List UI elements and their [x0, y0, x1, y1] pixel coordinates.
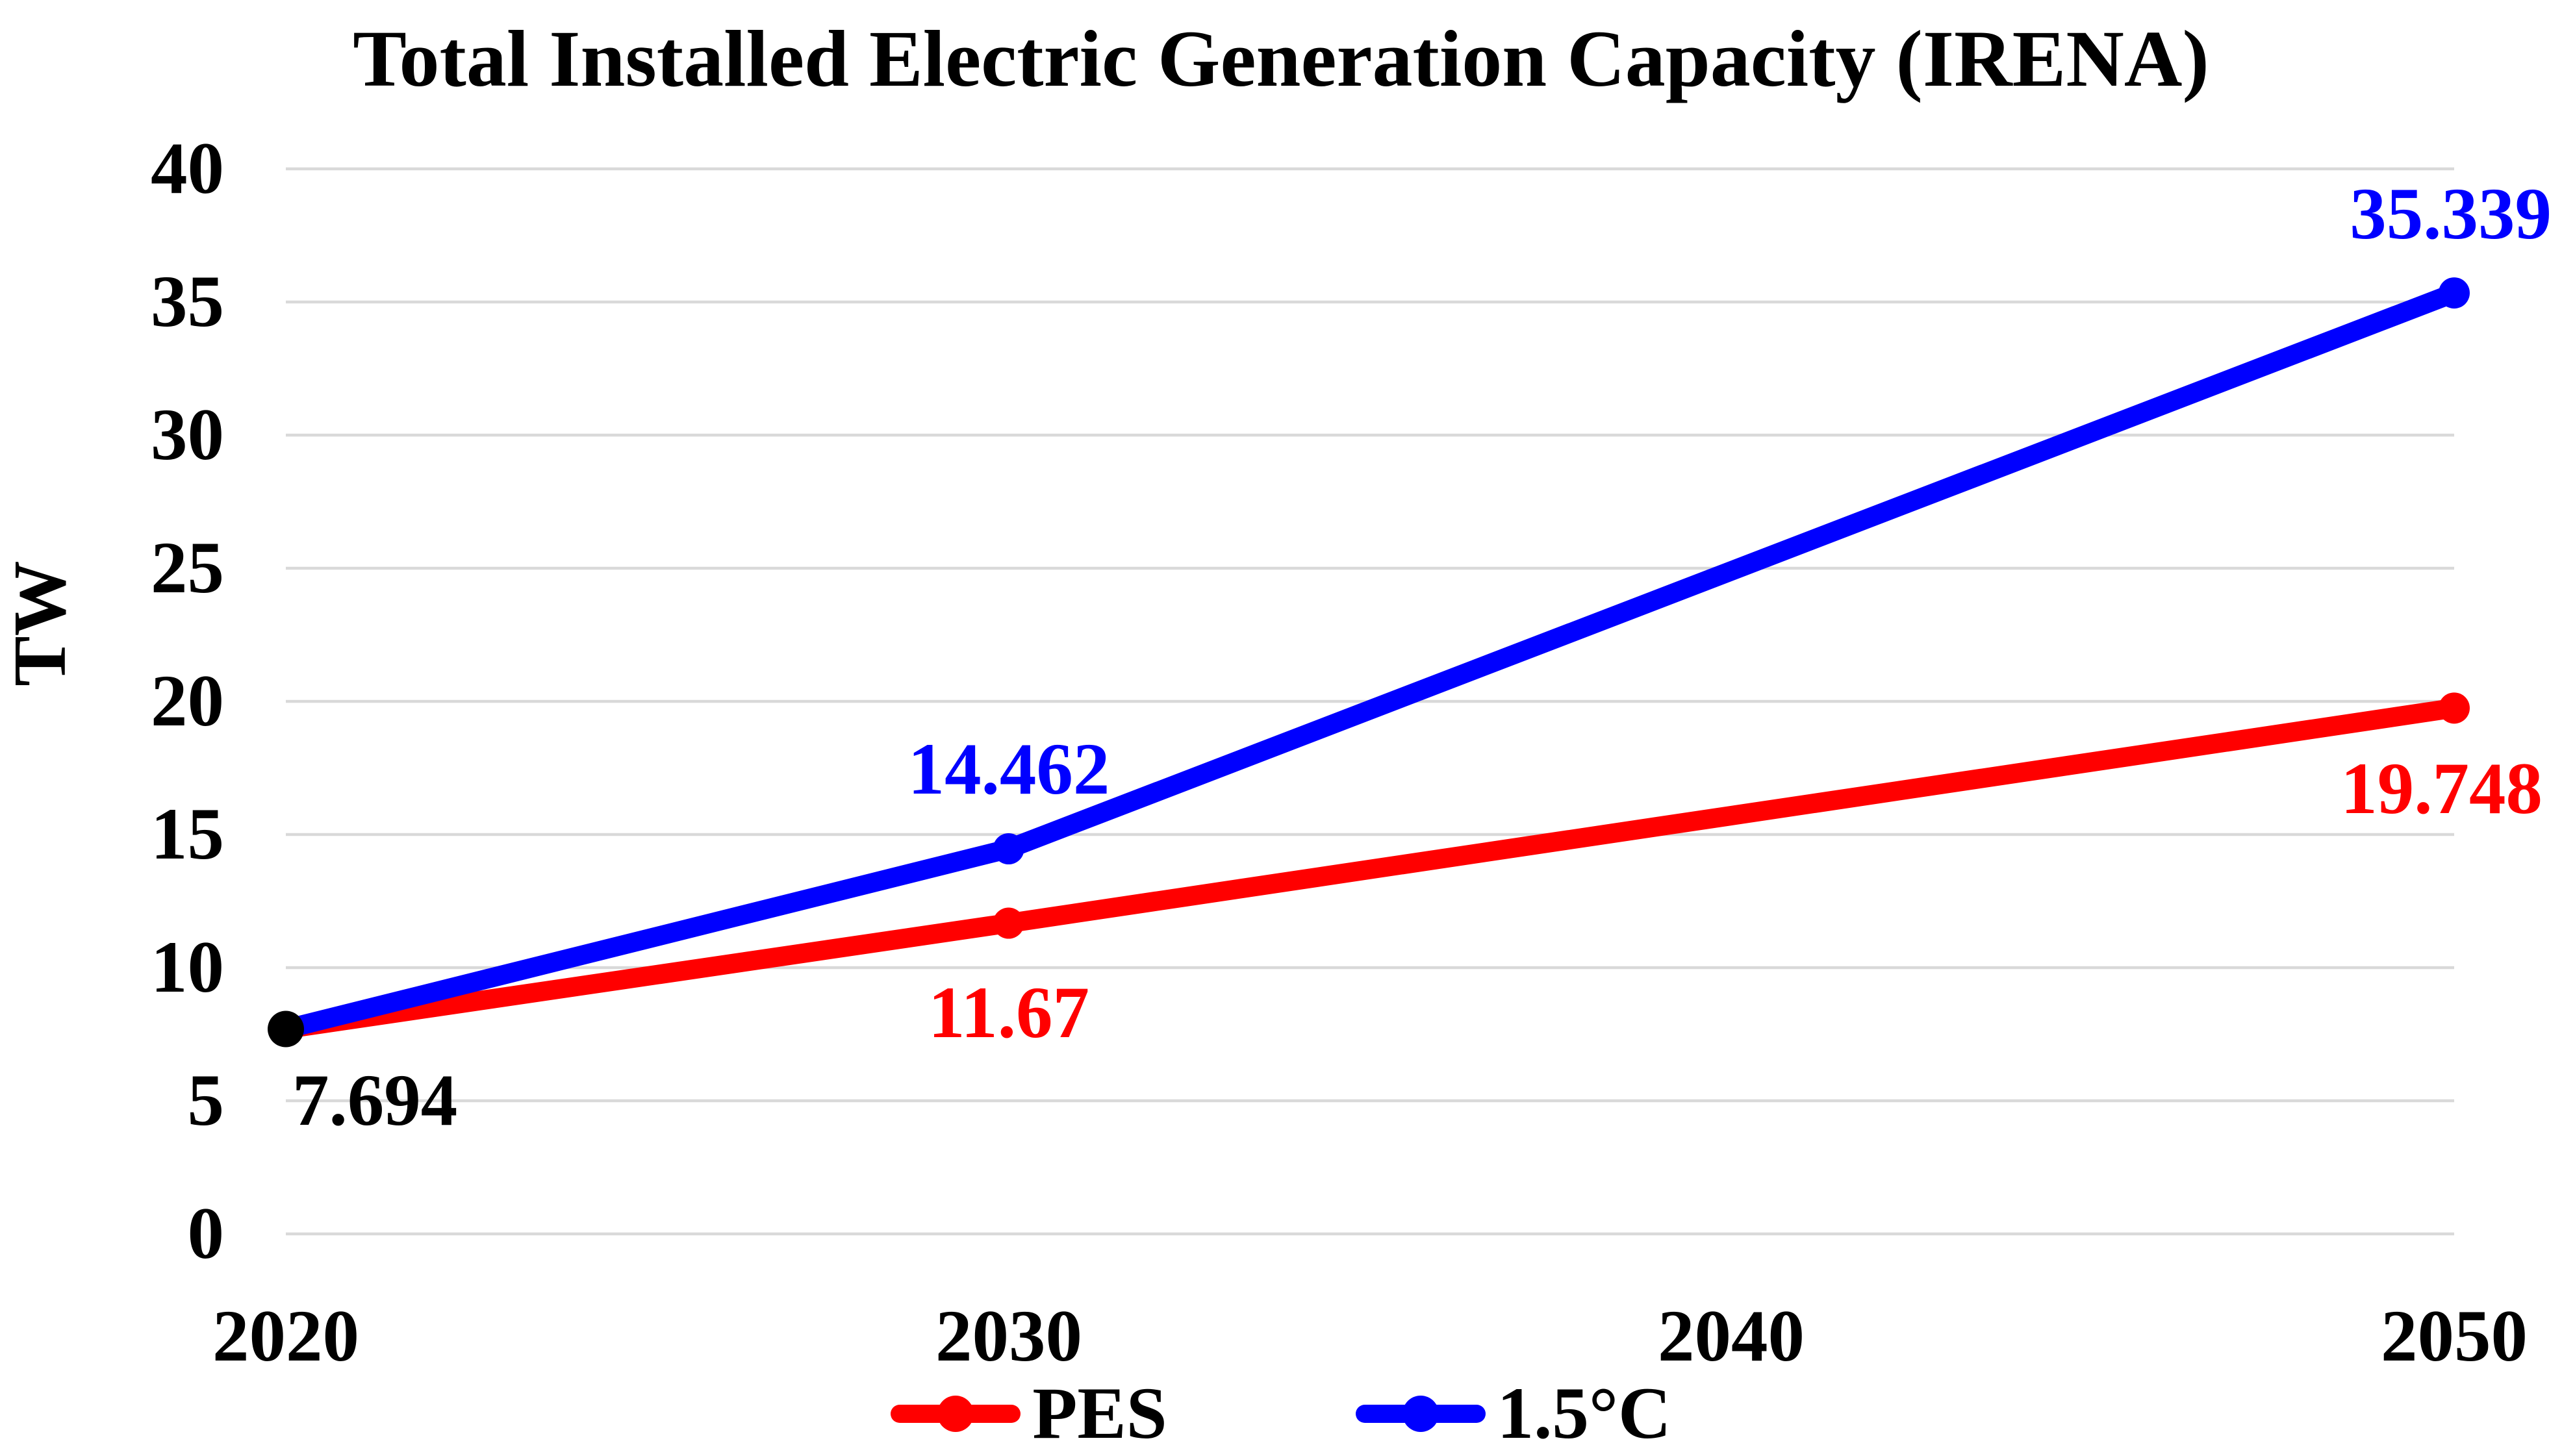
- legend-label-pes: PES: [1032, 1373, 1167, 1454]
- y-tick-5: 5: [187, 1060, 225, 1141]
- x-tick-2020: 2020: [212, 1296, 359, 1377]
- x-tick-2050: 2050: [2381, 1296, 2528, 1377]
- x-tick-2040: 2040: [1658, 1296, 1805, 1377]
- chart-title: Total Installed Electric Generation Capa…: [353, 14, 2209, 103]
- pes-line-swatch-icon: [891, 1396, 1021, 1432]
- legend-item-pes: PES: [891, 1372, 1167, 1456]
- legend-item-1.5c: 1.5°C: [1355, 1372, 1671, 1456]
- series-line-pes: [276, 698, 2464, 1039]
- start-marker-2020: [268, 1010, 304, 1048]
- 1.5c-dot-swatch-icon: [1402, 1396, 1439, 1432]
- marker-pes-2050: [2439, 692, 2470, 724]
- y-tick-30: 30: [151, 394, 224, 475]
- pes-dot-swatch-icon: [937, 1396, 974, 1432]
- data-label-pes-2050: 19.748: [2340, 748, 2543, 829]
- legend: PES 1.5°C: [0, 1372, 2562, 1456]
- x-tick-2030: 2030: [935, 1296, 1082, 1377]
- data-label-1.5c-2030: 14.462: [907, 729, 1110, 810]
- y-tick-10: 10: [151, 927, 224, 1008]
- y-tick-15: 15: [151, 794, 224, 875]
- marker-1.5c-2050: [2439, 277, 2470, 309]
- legend-label-1.5c: 1.5°C: [1497, 1373, 1671, 1454]
- marker-pes-2030: [993, 907, 1024, 939]
- data-label-start-7.694: 7.694: [292, 1060, 458, 1141]
- y-tick-40: 40: [151, 128, 224, 209]
- marker-1.5c-2030: [993, 833, 1024, 865]
- data-label-1.5c-2050: 35.339: [2350, 173, 2552, 255]
- 1.5c-line-swatch-icon: [1355, 1396, 1486, 1432]
- y-tick-25: 25: [151, 527, 224, 609]
- y-tick-35: 35: [151, 261, 224, 342]
- data-label-pes-2030: 11.67: [928, 972, 1089, 1053]
- y-tick-20: 20: [151, 660, 224, 742]
- y-tick-0: 0: [187, 1193, 225, 1274]
- series-line-1.5c: [276, 283, 2464, 1039]
